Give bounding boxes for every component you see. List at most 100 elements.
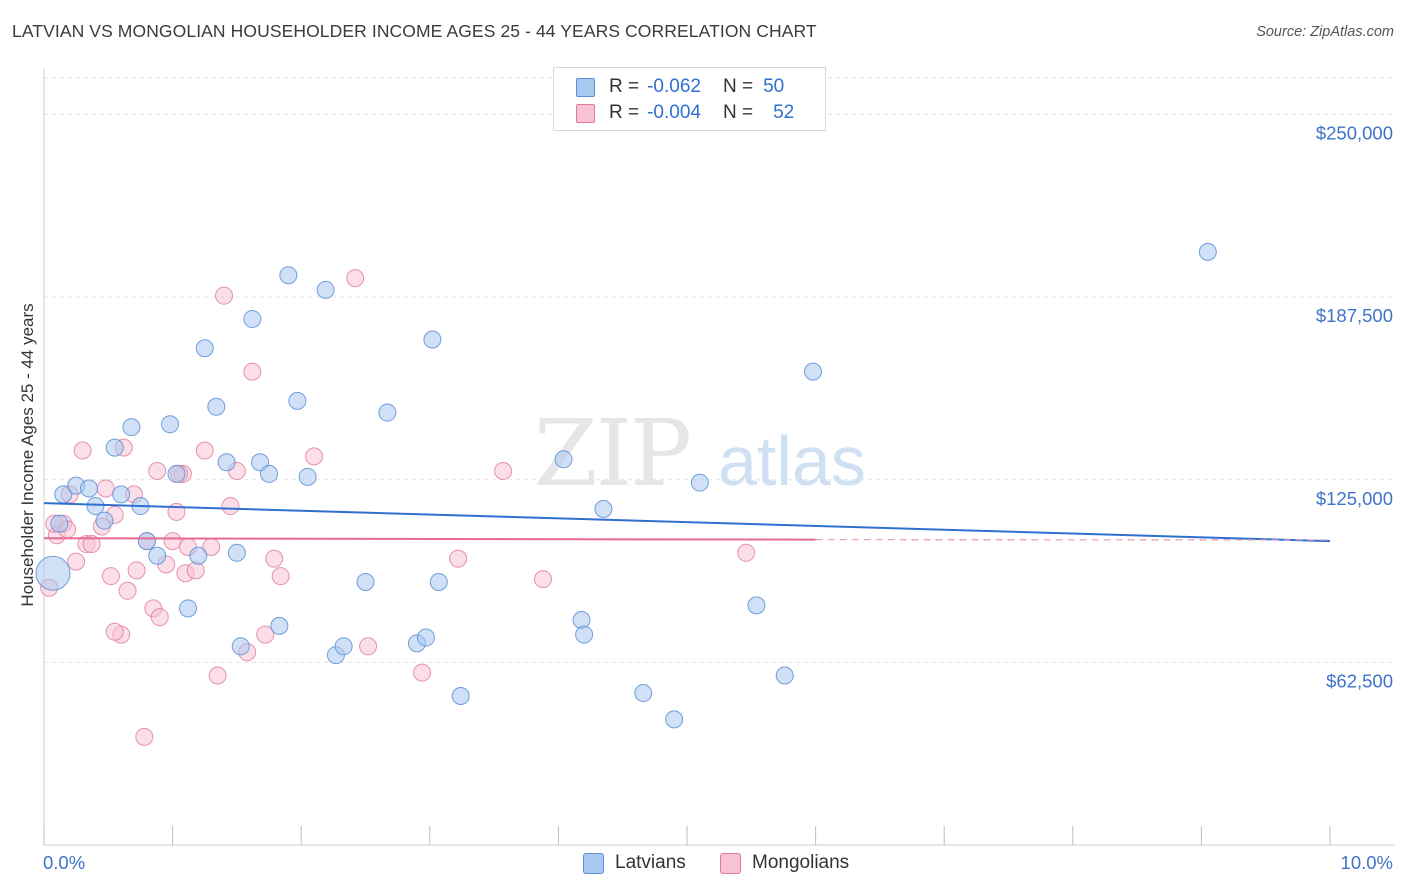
latvians-swatch: [576, 77, 595, 97]
latvian-point: [429, 573, 448, 592]
mongolian-point: [82, 535, 101, 554]
trendlines: [43, 502, 1331, 543]
latvian-point: [167, 464, 186, 483]
mongolian-point: [208, 666, 227, 685]
mongolians-trendline: [43, 537, 816, 541]
mongolian-point: [494, 461, 513, 480]
latvian-point: [161, 415, 180, 434]
correlation-legend: R = -0.062 N = 50 R = -0.004 N = 52: [553, 67, 826, 131]
mongolian-point: [163, 532, 182, 551]
latvian-point: [298, 467, 317, 486]
r-label: R =: [609, 102, 640, 123]
y-tick-label: $62,500: [1326, 670, 1393, 691]
r-value: -0.062: [647, 76, 701, 97]
mongolian-point: [533, 570, 552, 589]
latvian-point: [50, 514, 69, 533]
latvian-point: [288, 391, 307, 410]
mongolian-point: [150, 608, 169, 627]
mongolian-point: [67, 552, 86, 571]
legend-row-latvians: R = -0.062 N = 50: [576, 75, 784, 99]
latvian-point: [270, 616, 289, 635]
axes: [43, 68, 1395, 846]
mongolians-swatch: [576, 103, 595, 123]
latvian-point: [451, 686, 470, 705]
mongolian-point: [359, 637, 378, 656]
latvian-point: [690, 473, 709, 492]
latvian-point: [356, 573, 375, 592]
mongolian-point: [127, 561, 146, 580]
n-value: 50: [763, 76, 785, 97]
latvian-point: [80, 479, 99, 498]
latvian-point: [575, 625, 594, 644]
series-legend: Latvians Mongolians: [0, 852, 1406, 878]
mongolian-point: [101, 567, 120, 586]
y-tick-label: $250,000: [1316, 123, 1393, 144]
legend-row-mongolians: R = -0.004 N = 52: [576, 101, 794, 125]
latvian-point: [35, 555, 71, 591]
latvian-point: [112, 485, 131, 504]
x-tick-label: 0.0%: [43, 852, 85, 873]
latvian-point: [95, 511, 114, 530]
mongolian-point: [243, 362, 262, 381]
latvian-point: [179, 599, 198, 618]
latvian-point: [747, 596, 766, 615]
watermark-atlas: atlas: [718, 422, 866, 500]
latvian-point: [137, 532, 156, 551]
latvian-point: [279, 266, 298, 285]
legend-item-mongolians[interactable]: Mongolians: [720, 852, 849, 874]
y-tick-labels: $62,500 $125,000 $187,500 $250,000: [1316, 123, 1393, 692]
source-label: Source: ZipAtlas.com: [1256, 24, 1394, 40]
y-tick-label: $125,000: [1316, 488, 1393, 509]
x-tick-labels: 0.0% 10.0%: [43, 852, 1393, 873]
latvian-point: [148, 546, 167, 565]
legend-label-latvians: Latvians: [615, 852, 686, 873]
latvian-point: [665, 710, 684, 729]
latvian-point: [105, 438, 124, 457]
latvian-point: [804, 362, 823, 381]
mongolian-point: [413, 663, 432, 682]
latvian-point: [122, 418, 141, 437]
r-label: R =: [609, 76, 640, 97]
y-tick-label: $187,500: [1316, 305, 1393, 326]
mongolian-point: [96, 479, 115, 498]
mongolian-point: [305, 447, 324, 466]
latvian-point: [634, 684, 653, 703]
mongolian-point: [135, 727, 154, 746]
latvian-point: [243, 310, 262, 329]
latvian-point: [231, 637, 250, 656]
latvian-point: [775, 666, 794, 685]
latvian-point: [423, 330, 442, 349]
latvian-point: [378, 403, 397, 422]
latvian-point: [217, 453, 236, 472]
mongolians-legend-swatch: [720, 852, 741, 874]
chart-title: LATVIAN VS MONGOLIAN HOUSEHOLDER INCOME …: [12, 21, 817, 41]
mongolian-point: [105, 622, 124, 641]
latvian-point: [554, 450, 573, 469]
mongolian-point: [346, 269, 365, 288]
latvian-point: [572, 611, 591, 630]
n-label: N =: [722, 76, 754, 97]
latvian-point: [189, 546, 208, 565]
latvian-point: [260, 464, 279, 483]
latvians-legend-swatch: [583, 852, 604, 874]
mongolian-point: [118, 581, 137, 600]
latvian-point: [334, 637, 353, 656]
mongolian-point: [195, 441, 214, 460]
latvian-point: [1198, 242, 1217, 261]
latvian-point: [316, 280, 335, 299]
latvian-point: [594, 499, 613, 518]
mongolian-point: [265, 549, 284, 568]
latvians-trendline: [43, 502, 1331, 543]
latvian-point: [207, 397, 226, 416]
latvian-point: [416, 628, 435, 647]
x-tick-label: 10.0%: [1341, 852, 1393, 873]
latvians-points: [35, 242, 1217, 729]
n-value: 52: [773, 102, 795, 123]
mongolian-point: [186, 561, 205, 580]
mongolian-point: [271, 567, 290, 586]
mongolian-point: [73, 441, 92, 460]
mongolian-point: [215, 286, 234, 305]
legend-item-latvians[interactable]: Latvians: [583, 852, 686, 874]
latvian-point: [86, 497, 105, 516]
